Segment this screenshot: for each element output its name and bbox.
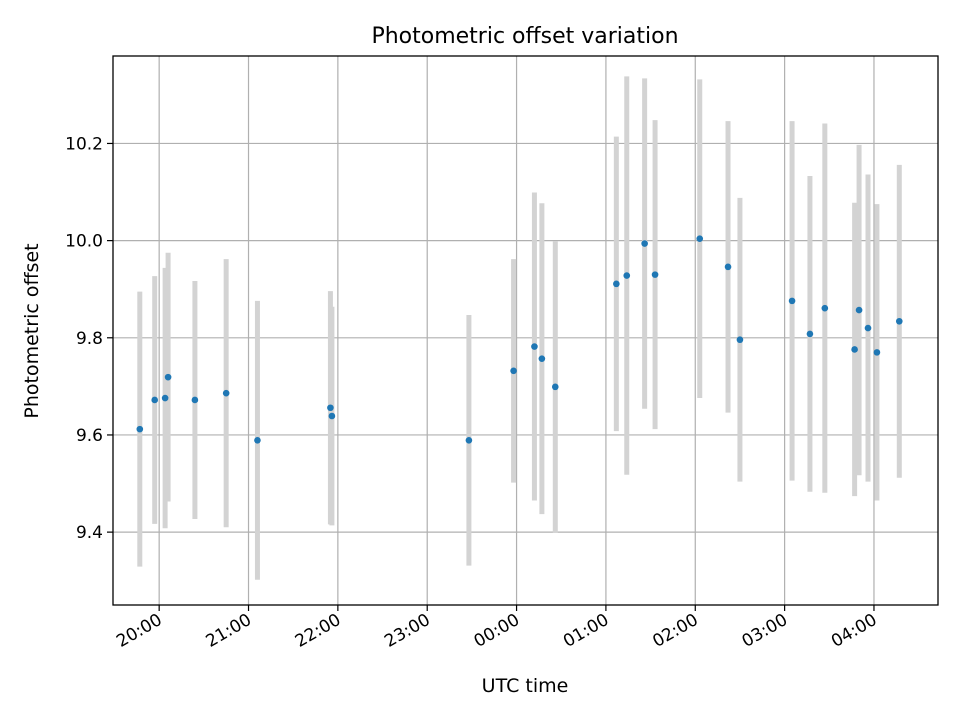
data-point	[164, 373, 172, 381]
y-tick-label: 10.0	[65, 232, 103, 252]
data-point	[864, 324, 872, 332]
data-points	[136, 235, 903, 444]
data-point	[531, 343, 538, 350]
data-point	[821, 304, 829, 312]
data-point	[191, 396, 199, 404]
x-tick-label: 20:00	[113, 610, 165, 652]
data-point	[613, 280, 620, 288]
data-point	[510, 367, 517, 375]
data-point	[851, 346, 858, 353]
data-point	[895, 317, 903, 325]
y-tick-label: 9.6	[76, 426, 103, 446]
data-point	[151, 396, 158, 404]
data-point	[222, 389, 230, 397]
y-tick-label: 10.2	[65, 134, 103, 154]
data-point	[696, 235, 704, 242]
data-point	[161, 394, 169, 402]
y-axis-ticks: 9.4 9.6 9.8 10.0 10.2	[65, 134, 113, 543]
data-point	[327, 404, 334, 412]
data-point	[136, 425, 144, 433]
x-tick-label: 23:00	[381, 610, 433, 652]
plot-frame	[112, 55, 939, 606]
data-point	[623, 272, 631, 279]
x-axis-ticks: 20:00 21:00 22:00 23:00 00:00 01:00 02:00 03:00…	[113, 605, 880, 652]
data-point	[551, 383, 559, 391]
data-point	[788, 297, 796, 305]
data-point	[254, 437, 261, 444]
error-bars	[137, 76, 902, 580]
data-point	[736, 336, 744, 344]
data-point	[641, 240, 648, 247]
data-point	[328, 412, 336, 420]
data-point	[538, 355, 546, 362]
y-tick-label: 9.4	[76, 523, 103, 543]
x-tick-label: 04:00	[828, 610, 880, 652]
data-point	[724, 263, 732, 271]
x-tick-label: 03:00	[739, 610, 791, 652]
data-point	[873, 349, 881, 356]
data-point	[855, 306, 863, 314]
x-tick-label: 22:00	[292, 610, 344, 652]
x-tick-label: 21:00	[203, 610, 255, 652]
data-point	[465, 437, 473, 444]
y-axis-label: Photometric offset	[21, 243, 43, 418]
y-tick-label: 9.8	[76, 329, 103, 349]
x-tick-label: 02:00	[649, 610, 701, 652]
grid-lines	[113, 56, 938, 605]
x-axis-label: UTC time	[482, 675, 569, 697]
chart-title: Photometric offset variation	[371, 24, 678, 49]
x-tick-label: 01:00	[560, 610, 612, 652]
data-point	[651, 271, 659, 278]
x-tick-label: 00:00	[471, 610, 523, 652]
data-point	[806, 330, 814, 338]
